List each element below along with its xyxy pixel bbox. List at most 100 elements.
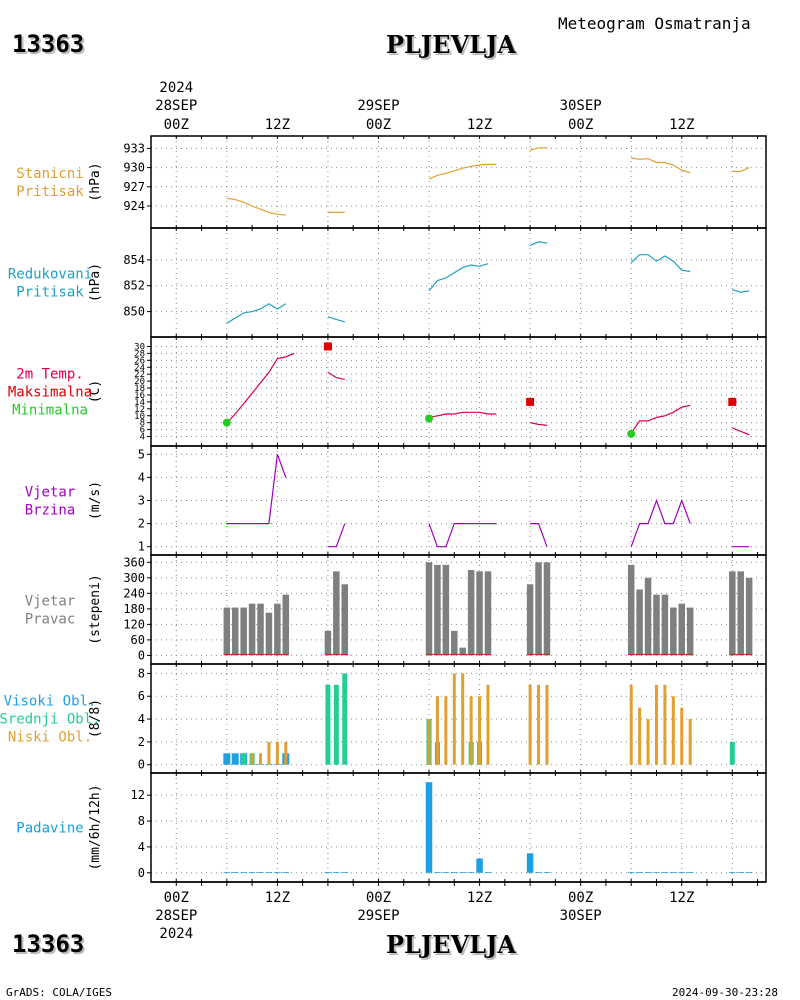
series-wind_direction-0-bar-16 (467, 570, 475, 656)
y-tick-label: 60 (131, 633, 145, 647)
y-tick-label: 0 (138, 758, 145, 772)
y-tick-label: 4 (138, 712, 145, 726)
y-tick-label: 8 (138, 814, 145, 828)
series-wind_speed-0-segment-0 (226, 454, 287, 525)
y-tick-label: 18 (134, 384, 145, 394)
series-wind_direction-0-bar-3 (248, 603, 256, 656)
series-reduced_pressure-0-segment-5 (732, 289, 750, 293)
bottom-time-label: 12Z (467, 890, 492, 906)
series-wind_direction-0-bar-0 (223, 607, 231, 656)
series-wind_direction-0-bar-11 (425, 562, 433, 656)
series-wind_direction-0-bar-27 (670, 607, 677, 656)
series-clouds-2-bar-18 (646, 719, 650, 765)
panel-frame (150, 336, 767, 447)
series-precipitation-0-bar-8 (324, 871, 332, 873)
series-reduced_pressure-0-segment-0 (226, 303, 287, 324)
series-precipitation-0-bar-31 (737, 871, 744, 873)
series-wind_direction-0-bar-17 (476, 571, 483, 656)
series-wind_direction-0-bar-26 (661, 594, 669, 656)
series-wind_direction-0-bar-9 (333, 571, 340, 656)
y-tick-label: 30 (134, 342, 145, 352)
y-tick-label: 1 (138, 540, 145, 554)
panel-frame (150, 445, 767, 556)
top-time-label: 12Z (669, 117, 694, 133)
series-temperature-0-segment-2 (428, 411, 497, 419)
series-wind_direction-0-bar-32 (745, 577, 753, 656)
y-tick-label: 12 (131, 788, 145, 802)
top-time-label: 00Z (164, 117, 189, 133)
y-tick-label: 24 (134, 363, 145, 373)
series-clouds-2-bar-8 (452, 673, 456, 765)
series-precipitation-0-bar-7 (282, 871, 290, 873)
series-wind_direction-0-bar-15 (459, 647, 466, 656)
y-tick-label: 0 (138, 866, 145, 880)
series-wind_direction-0-bar-23 (636, 589, 643, 656)
series-precipitation-0-bar-4 (257, 871, 264, 873)
y-tick-label: 924 (123, 199, 145, 213)
y-tick-label: 28 (134, 349, 145, 359)
panel-title-line: Pravac (25, 612, 76, 628)
series-clouds-2-bar-0 (250, 753, 254, 765)
series-clouds-2-bar-21 (671, 696, 675, 765)
bottom-day-label: 28SEP (155, 908, 197, 924)
series-precipitation-0-bar-29 (686, 871, 694, 873)
series-wind_direction-0-bar-6 (274, 603, 281, 656)
series-wind_direction-0-bar-10 (341, 584, 349, 656)
series-temperature-2-marker-2 (627, 429, 636, 438)
series-temperature-0-segment-5 (732, 427, 750, 436)
series-precipitation-0-bar-14 (451, 871, 458, 873)
series-precipitation-0-bar-17 (476, 858, 483, 873)
series-wind_direction-0-bar-12 (434, 564, 441, 656)
series-clouds-2-bar-4 (284, 741, 288, 765)
panel-frame (150, 135, 767, 229)
series-wind_direction-0-bar-21 (543, 562, 551, 656)
render-timestamp: 2024-09-30-23:28 (672, 986, 778, 999)
series-clouds-2-bar-20 (663, 684, 667, 765)
series-precipitation-0-bar-11 (425, 782, 433, 873)
y-tick-label: 240 (123, 586, 145, 600)
top-day-label: 28SEP (155, 98, 197, 114)
series-wind_speed-0-segment-4 (630, 498, 691, 547)
series-station_pressure-0-segment-3 (529, 147, 547, 151)
series-wind_direction-0-bar-25 (653, 594, 660, 656)
series-reduced_pressure-0-segment-2 (428, 263, 489, 292)
series-wind_direction-0-bar-18 (484, 571, 492, 656)
panel-title-line: Minimalna (12, 403, 88, 419)
top-time-label: 00Z (366, 117, 391, 133)
series-precipitation-0-bar-13 (442, 871, 450, 873)
y-tick-label: 10 (134, 412, 145, 422)
series-clouds-1-bar-2 (325, 684, 331, 765)
series-reduced_pressure-0-segment-3 (529, 241, 548, 247)
series-precipitation-0-bar-15 (459, 871, 466, 873)
series-precipitation-0-bar-30 (729, 871, 736, 873)
series-wind_direction-0-bar-19 (526, 584, 534, 656)
time-axis-top: 00Z 12Z 00Z 12Z 00Z 12Z 28SEP 2024 29SEP 30SEP (155, 80, 694, 133)
top-year-label: 2024 (159, 80, 193, 96)
panel-title-line: Pritisak (16, 285, 84, 301)
series-clouds-2-bar-1 (259, 753, 263, 765)
series-clouds-2-bar-19 (654, 684, 658, 765)
series-clouds-2-bar-17 (638, 707, 642, 765)
series-temperature-0-segment-0 (226, 352, 295, 424)
series-wind_direction-0-bar-29 (686, 607, 694, 656)
series-precipitation-0-bar-27 (670, 871, 677, 873)
series-wind_direction-0-bar-28 (678, 603, 686, 656)
series-temperature-0-segment-1 (327, 371, 345, 380)
y-tick-label: 0 (138, 648, 145, 662)
series-precipitation-0-bar-0 (223, 871, 231, 873)
bottom-day-label: 29SEP (357, 908, 399, 924)
y-tick-label: 20 (134, 377, 145, 387)
y-tick-label: 8 (140, 419, 145, 429)
series-reduced_pressure-0-segment-4 (630, 254, 691, 273)
y-tick-label: 3 (138, 494, 145, 508)
series-temperature-1-marker-0 (323, 342, 332, 351)
y-tick-label: 5 (138, 447, 145, 461)
meteogram-subtitle: Meteogram Osmatranja (558, 14, 751, 33)
series-clouds-2-bar-3 (275, 741, 279, 765)
series-precipitation-0-bar-19 (526, 853, 534, 873)
series-clouds-2-bar-15 (545, 684, 549, 765)
panel-title-line: Stanicni (16, 166, 83, 182)
series-wind_direction-0-bar-2 (240, 607, 247, 656)
series-clouds-1-bar-3 (333, 684, 339, 765)
